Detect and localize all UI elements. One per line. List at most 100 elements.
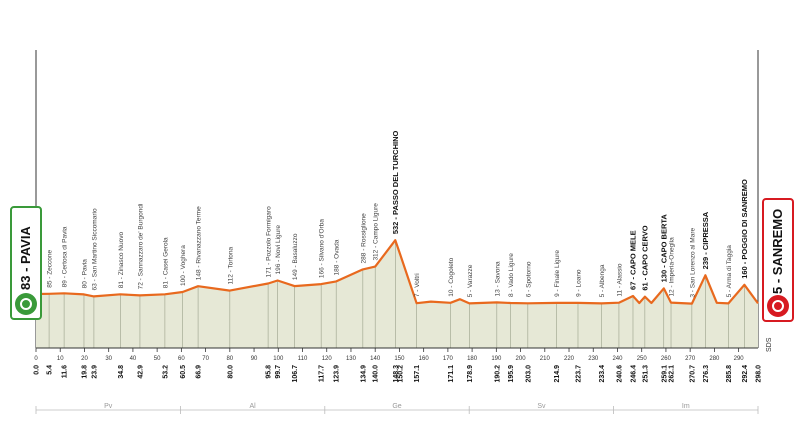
- waypoint-label-9: 112 - Tortona: [227, 246, 234, 284]
- km-label-35: 276.3: [703, 365, 710, 383]
- waypoint-label-25: 9 - Loano: [575, 269, 582, 297]
- start-label: 83 - PAVIA: [18, 226, 33, 290]
- waypoint-label-7: 100 - Voghera: [180, 245, 187, 286]
- x-tick-label-13: 130: [346, 356, 357, 362]
- x-tick-label-22: 220: [564, 356, 575, 362]
- x-tick-label-25: 250: [637, 356, 648, 362]
- km-label-37: 292.4: [742, 365, 749, 383]
- x-tick-label-21: 210: [540, 356, 551, 362]
- waypoint-label-30: 130 - CAPO BERTA: [659, 214, 668, 283]
- km-label-25: 203.0: [525, 365, 532, 383]
- x-tick-label-4: 40: [130, 356, 137, 362]
- x-tick-label-18: 180: [467, 356, 478, 362]
- waypoint-label-24: 9 - Finale Ligure: [554, 250, 561, 297]
- sector-label-3: Sv: [537, 403, 546, 410]
- waypoint-label-6: 81 - Casei Gerola: [162, 237, 169, 288]
- waypoint-label-16: 312 - Campo Ligure: [373, 203, 380, 261]
- x-tick-label-12: 120: [322, 356, 333, 362]
- x-tick-label-3: 30: [105, 356, 112, 362]
- x-tick-label-0: 0: [34, 356, 38, 362]
- km-label-7: 53.2: [162, 365, 169, 379]
- x-tick-label-16: 160: [419, 356, 430, 362]
- km-label-2: 11.6: [62, 365, 69, 378]
- km-label-24: 195.9: [508, 365, 515, 383]
- cycling-icon: [15, 293, 37, 315]
- waypoint-label-35: 160 - POGGIO DI SANREMO: [740, 179, 749, 279]
- waypoint-label-17: 532 - PASSO DEL TURCHINO: [391, 131, 400, 235]
- km-label-22: 178.9: [467, 365, 474, 383]
- start-badge: 83 - PAVIA: [10, 206, 42, 320]
- km-label-4: 23.9: [91, 365, 98, 379]
- waypoint-label-26: 5 - Albenga: [599, 264, 606, 297]
- x-tick-label-10: 100: [273, 356, 284, 362]
- sector-label-2: Ge: [392, 403, 401, 410]
- x-tick-label-15: 150: [394, 356, 405, 362]
- waypoint-label-33: 239 - CIPRESSA: [701, 211, 710, 269]
- x-tick-label-11: 110: [298, 356, 308, 362]
- km-label-30: 246.4: [630, 365, 637, 383]
- waypoint-label-34: 5 - Arma di Taggia: [726, 245, 733, 298]
- km-label-29: 240.6: [616, 365, 623, 383]
- profile-line: [35, 239, 759, 305]
- x-tick-label-20: 200: [516, 356, 527, 362]
- x-tick-label-9: 90: [251, 356, 258, 362]
- profile-area: [36, 240, 758, 348]
- waypoint-label-10: 171 - Pozzolo Formigaro: [266, 206, 273, 278]
- x-tick-label-19: 190: [491, 356, 502, 362]
- cycling-icon: [767, 295, 789, 317]
- x-tick-label-28: 280: [709, 356, 720, 362]
- km-label-19: 150.2: [397, 365, 404, 383]
- km-label-38: 298.0: [756, 365, 763, 383]
- km-label-1: 5.4: [47, 365, 54, 375]
- x-tick-label-17: 170: [443, 356, 454, 362]
- km-label-11: 95.8: [266, 365, 273, 379]
- km-label-8: 60.5: [180, 365, 187, 379]
- km-label-3: 19.8: [81, 365, 88, 379]
- credit-label: SDS: [766, 337, 773, 352]
- waypoint-label-11: 196 - Novi Ligure: [275, 225, 282, 275]
- waypoint-label-22: 8 - Vado Ligure: [508, 253, 515, 297]
- waypoint-label-19: 10 - Cogoleto: [448, 257, 455, 296]
- x-tick-label-5: 50: [154, 356, 161, 362]
- sector-label-1: Al: [249, 403, 256, 410]
- x-tick-label-1: 10: [57, 356, 64, 362]
- km-label-13: 106.7: [292, 365, 299, 383]
- km-label-20: 157.1: [414, 365, 421, 383]
- km-label-33: 262.1: [669, 365, 676, 383]
- waypoint-label-29: 61 - CAPO CERVO: [640, 225, 649, 290]
- waypoint-label-2: 80 - Pavia: [81, 259, 88, 289]
- km-label-34: 270.7: [689, 365, 696, 383]
- km-label-18: 148.3: [393, 365, 400, 383]
- x-tick-label-14: 140: [370, 356, 381, 362]
- waypoint-label-23: 6 - Spotorno: [525, 261, 532, 297]
- waypoint-label-31: 12 - Imperia-Oneglia: [669, 237, 676, 297]
- km-label-14: 117.7: [319, 365, 326, 382]
- km-label-16: 134.9: [360, 365, 367, 383]
- finish-badge: 5 - SANREMO: [762, 198, 794, 322]
- waypoint-label-32: 3 - San Lorenzo al Mare: [689, 228, 696, 298]
- km-label-6: 42.9: [137, 365, 144, 379]
- waypoint-label-20: 5 - Varazze: [467, 264, 474, 297]
- waypoint-label-5: 72 - Sannazzaro de' Burgondi: [137, 204, 144, 290]
- waypoint-label-27: 11 - Alassio: [616, 263, 623, 297]
- waypoint-label-1: 89 - Certosa di Pavia: [62, 226, 69, 287]
- x-tick-label-27: 270: [685, 356, 696, 362]
- km-label-12: 99.7: [275, 365, 282, 379]
- x-tick-label-24: 240: [612, 356, 623, 362]
- km-label-27: 223.7: [575, 365, 582, 383]
- waypoint-label-18: 7 - Voltri: [414, 273, 421, 297]
- km-label-31: 251.3: [642, 365, 649, 383]
- x-tick-label-7: 70: [202, 356, 209, 362]
- waypoint-label-3: 63 - San Martino Siccomario: [91, 208, 98, 290]
- waypoint-label-15: 288 - Rossiglione: [360, 213, 367, 264]
- waypoint-label-21: 13 - Savona: [494, 261, 501, 296]
- km-label-23: 190.2: [494, 365, 501, 383]
- finish-label: 5 - SANREMO: [770, 208, 785, 294]
- km-label-36: 285.8: [726, 365, 733, 383]
- waypoint-label-12: 149 - Basaluzzo: [292, 233, 299, 280]
- km-label-32: 259.1: [661, 365, 668, 383]
- km-label-9: 66.9: [196, 365, 203, 379]
- sector-label-0: Pv: [104, 403, 113, 410]
- waypoint-label-13: 166 - Silvano d'Orba: [319, 219, 326, 278]
